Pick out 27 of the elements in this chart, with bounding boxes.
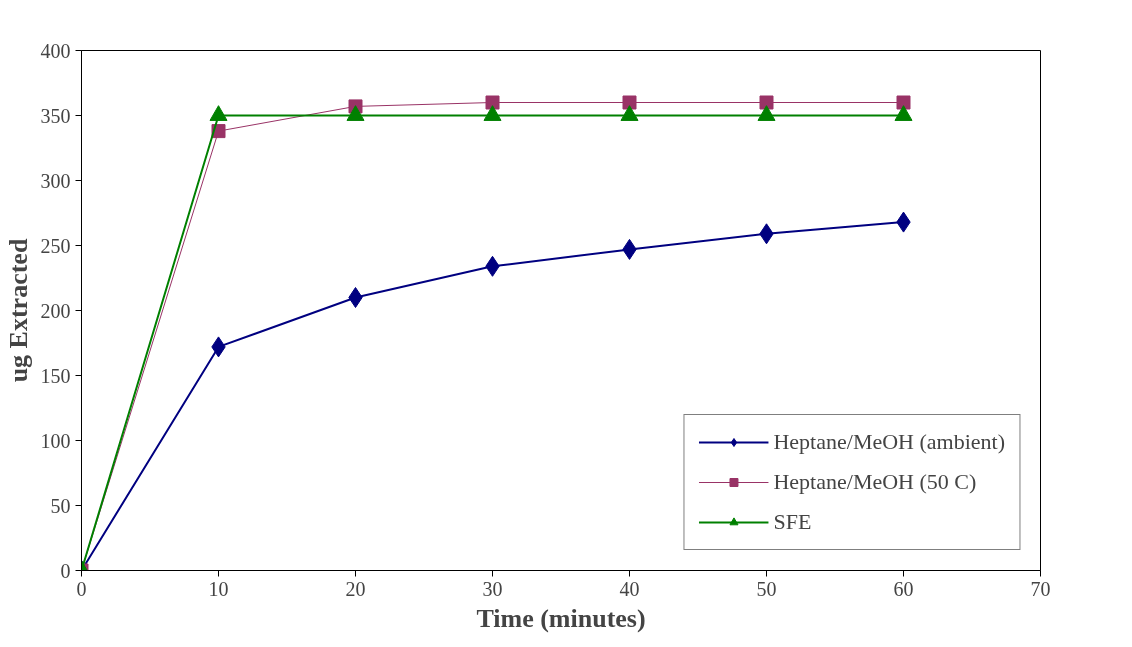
y-tick-label: 400 xyxy=(40,39,71,62)
x-tick-label: 70 xyxy=(1030,577,1051,600)
y-tick-label: 100 xyxy=(40,429,71,452)
point xyxy=(759,95,774,110)
x-tick-label: 40 xyxy=(619,577,640,600)
legend-label: Heptane/MeOH (50 C) xyxy=(773,469,977,495)
point xyxy=(485,95,500,110)
y-tick-label: 150 xyxy=(40,364,71,387)
x-axis-title: Time (minutes) xyxy=(476,603,646,633)
point xyxy=(896,95,911,110)
y-tick-label: 300 xyxy=(40,169,71,192)
y-tick-label: 50 xyxy=(50,494,71,517)
y-tick-label: 350 xyxy=(40,104,71,127)
legend-label: Heptane/MeOH (ambient) xyxy=(773,429,1005,455)
x-tick-label: 30 xyxy=(482,577,503,600)
legend-label: SFE xyxy=(773,509,812,535)
x-tick-label: 0 xyxy=(76,577,87,600)
y-tick-label: 0 xyxy=(60,559,71,582)
point xyxy=(348,287,363,308)
y-tick-label: 250 xyxy=(40,234,71,257)
y-tick-label: 200 xyxy=(40,299,71,322)
x-tick-label: 10 xyxy=(208,577,229,600)
y-axis-title: ug Extracted xyxy=(3,238,33,383)
x-tick-label: 20 xyxy=(345,577,366,600)
x-tick-label: 60 xyxy=(893,577,914,600)
x-tick-label: 50 xyxy=(756,577,777,600)
point xyxy=(622,95,637,110)
